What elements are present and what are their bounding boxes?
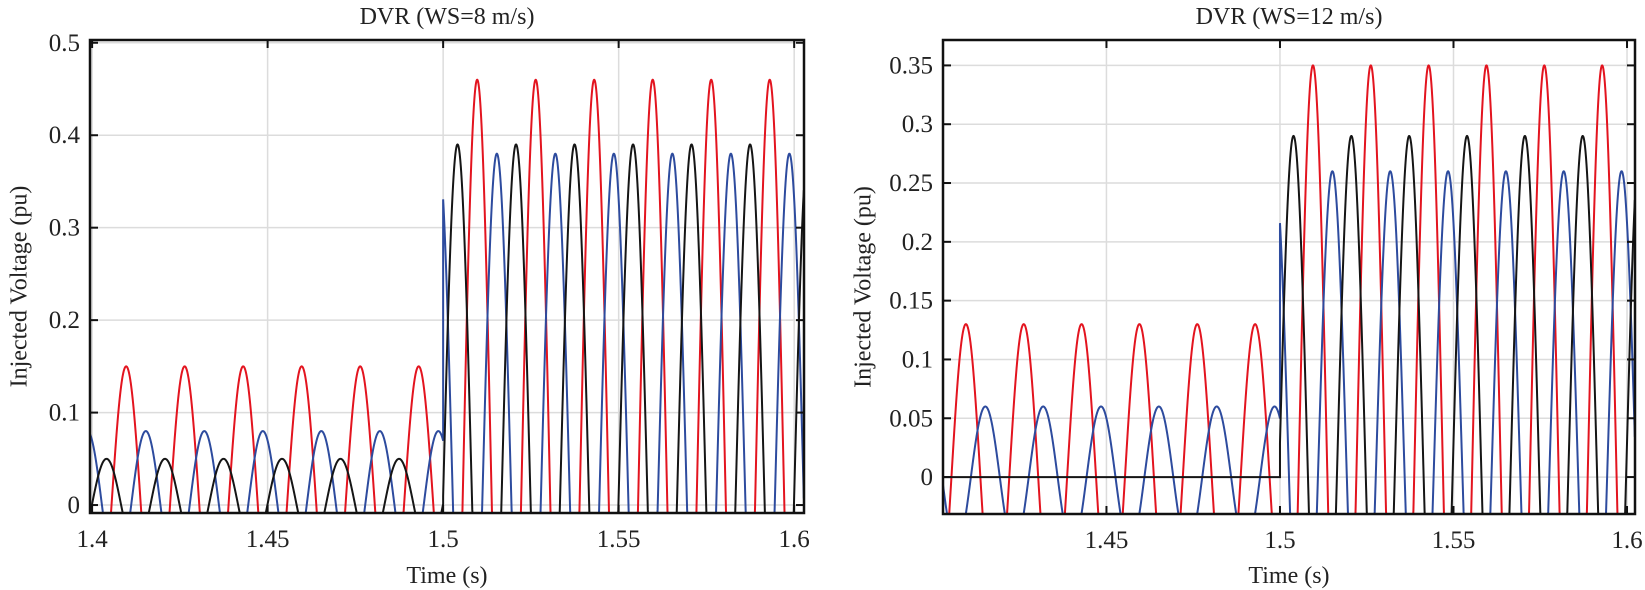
x-tick-label: 1.55 — [597, 526, 641, 553]
chart-1: 1.4 1.45 1.5 1.55 1.6 0 0.1 0.2 0.3 0.4 0.5 DVR (WS… — [6, 4, 809, 589]
y-axis-label: Injected Voltage (pu) — [6, 186, 32, 388]
y-tick-label: 0.1 — [49, 400, 80, 427]
x-tick-label: 1.5 — [428, 526, 459, 553]
chart-title: DVR (WS=8 m/s) — [360, 4, 535, 30]
x-axis-label: Time (s) — [1248, 563, 1329, 589]
axes-box — [941, 38, 1637, 516]
chart-2: 1.45 1.5 1.55 1.6 0 0.05 0.1 0.15 0.2 0.25 0.3 0.35… — [850, 4, 1642, 589]
y-tick-label: 0.2 — [902, 229, 933, 256]
series-line-3 — [943, 134, 1635, 514]
y-tick-label: 0.3 — [49, 215, 80, 242]
x-tick-label: 1.5 — [1264, 527, 1295, 554]
series-line-2 — [943, 170, 1635, 514]
x-tick-label: 1.45 — [1085, 527, 1129, 554]
y-tick-label: 0.35 — [889, 52, 933, 79]
x-tick-label: 1.6 — [1611, 527, 1642, 554]
chart-title: DVR (WS=12 m/s) — [1196, 4, 1383, 30]
x-tick-label: 1.6 — [779, 526, 810, 553]
y-tick-label: 0.3 — [902, 111, 933, 138]
axes-box — [88, 38, 806, 515]
y-tick-label: 0.1 — [902, 346, 933, 373]
y-tick-label: 0.5 — [49, 30, 80, 57]
y-tick-label: 0 — [68, 492, 81, 519]
y-tick-label: 0.15 — [889, 288, 933, 315]
series-line-2 — [90, 152, 804, 513]
y-tick-label: 0.05 — [889, 405, 933, 432]
x-tick-label: 1.4 — [76, 526, 108, 553]
x-tick-label: 1.55 — [1432, 527, 1476, 554]
y-axis-label: Injected Voltage (pu) — [850, 186, 876, 388]
y-tick-label: 0.2 — [49, 307, 80, 334]
y-tick-label: 0.4 — [49, 122, 81, 149]
y-tick-label: 0 — [921, 464, 934, 491]
y-tick-label: 0.25 — [889, 170, 933, 197]
x-tick-label: 1.45 — [246, 526, 290, 553]
series-line-3 — [90, 143, 804, 513]
x-axis-label: Time (s) — [406, 563, 487, 589]
